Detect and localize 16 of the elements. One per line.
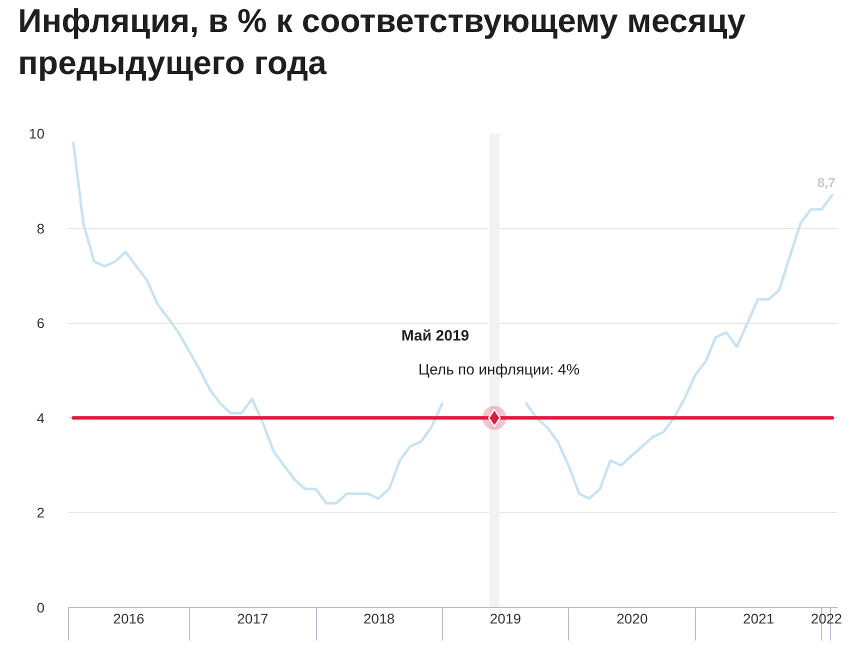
x-tick-label: 2019 [490,610,522,626]
y-tick-label: 4 [36,410,45,426]
y-tick-label: 0 [36,600,45,616]
x-tick-label: 2016 [113,610,145,626]
x-tick-label: 2018 [364,610,395,626]
y-tick-label: 2 [36,504,45,521]
x-tick-label: 2020 [616,610,648,626]
y-tick-label: 10 [28,126,45,142]
y-tick-label: 6 [36,315,45,332]
x-tick-label: 2021 [742,610,774,626]
x-tick-label: 2022 [810,610,842,626]
x-tick-label: 2017 [237,610,268,626]
annotation: Май 2019 [401,327,470,344]
y-tick-label: 8 [36,220,45,236]
annotation: Цель по инфляции: 4% [418,361,580,378]
chart-title: Инфляция, в % к соответствующему месяцу предыдущего года [18,1,747,83]
